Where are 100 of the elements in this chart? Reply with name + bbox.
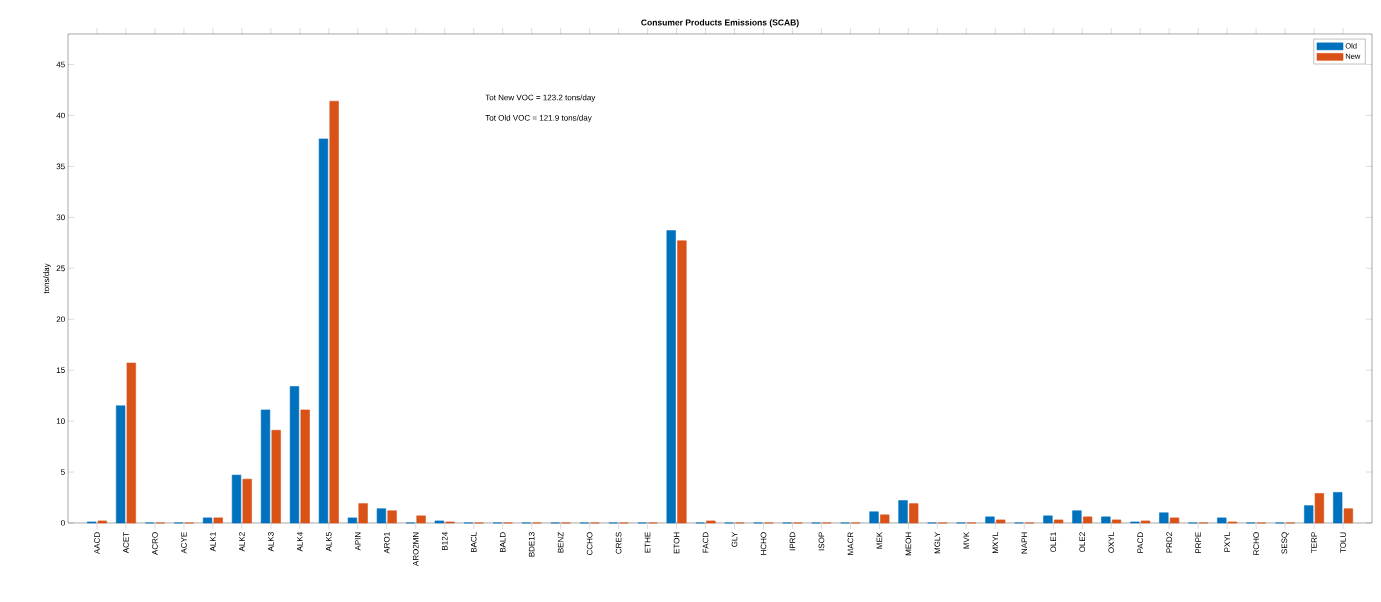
bar — [706, 520, 716, 524]
x-tick-label: ACET — [123, 532, 129, 554]
bar — [1333, 492, 1343, 524]
bar — [666, 230, 676, 524]
y-tick-label: 25 — [56, 265, 65, 272]
bar — [115, 405, 126, 524]
bar — [97, 520, 107, 524]
x-tick-label: BACL — [470, 532, 477, 553]
x-tick-label: MACR — [847, 532, 854, 555]
x-tick-label: OLE1 — [1050, 532, 1057, 552]
bar — [996, 519, 1006, 524]
x-tick-label: BALD — [499, 532, 506, 553]
x-tick-label: TERP — [1311, 532, 1317, 553]
x-tick-label: MEK — [876, 531, 883, 549]
x-tick-label: GLY — [731, 532, 738, 547]
x-tick-label: AACD — [94, 532, 100, 555]
bar — [358, 503, 368, 524]
x-tick-label: ACRO — [152, 532, 158, 555]
x-tick-label: MVK — [963, 531, 970, 549]
bar — [202, 517, 213, 524]
x-tick-label: CCHO — [586, 532, 593, 555]
bar — [1169, 517, 1180, 524]
y-tick-label: 30 — [56, 214, 65, 221]
bar — [1217, 517, 1227, 524]
x-tick-label: PRPE — [1195, 532, 1201, 553]
bar — [242, 478, 252, 524]
bar — [300, 409, 310, 524]
x-tick-label: BENZ — [557, 532, 564, 553]
x-tick-label: HCHO — [760, 532, 767, 555]
bar — [869, 511, 879, 524]
bar — [318, 138, 329, 524]
x-tick-label: SESQ — [1281, 532, 1289, 554]
bar — [434, 520, 445, 524]
x-tick-label: ACYE — [181, 532, 187, 554]
bar — [677, 240, 687, 524]
bar — [1101, 516, 1111, 524]
x-tick-label: ETHE — [644, 532, 651, 553]
bar — [1140, 520, 1151, 524]
x-tick-label: ARO2MN — [412, 532, 419, 567]
x-tick-label: PRD2 — [1166, 532, 1172, 553]
y-tick-label: 35 — [56, 163, 65, 170]
x-tick-label: ALK1 — [210, 532, 216, 552]
bar — [1053, 519, 1064, 524]
x-tick-label: BDE13 — [528, 532, 535, 557]
x-tick-label: NAPH — [1021, 532, 1028, 554]
chart-title: Consumer Products Emissions (SCAB) — [641, 19, 799, 28]
bar — [260, 409, 271, 524]
x-tick-label: FACD — [702, 532, 709, 553]
bar — [329, 100, 339, 524]
bar — [387, 510, 397, 524]
bar — [880, 514, 890, 524]
x-tick-label: ISOP — [818, 532, 825, 551]
x-tick-label: PXYL — [1224, 532, 1230, 552]
x-tick-label: APIN — [355, 532, 361, 551]
x-tick-label: ETOH — [673, 532, 680, 554]
y-tick-label: 10 — [56, 418, 65, 424]
bar — [416, 515, 426, 524]
x-tick-label: MEOH — [905, 532, 912, 556]
bar — [1159, 512, 1169, 524]
x-tick-label: OXYL — [1108, 532, 1115, 553]
bar — [347, 517, 358, 524]
bar — [1314, 493, 1325, 524]
x-tick-label: ALK4 — [297, 532, 303, 552]
bar — [985, 516, 995, 524]
x-tick-label: TOLU — [1340, 532, 1346, 553]
x-tick-label: CRES — [615, 532, 622, 554]
bar — [213, 517, 223, 524]
bar — [1111, 519, 1122, 524]
y-tick-label: 20 — [56, 316, 65, 323]
x-tick-label: RCHO — [1253, 532, 1259, 555]
bar — [1343, 508, 1354, 524]
bar — [1304, 505, 1314, 524]
y-tick-label: 40 — [56, 112, 65, 119]
x-tick-label: OLE2 — [1079, 532, 1086, 552]
x-tick-label: ALK5 — [326, 532, 332, 552]
y-tick-label: 0 — [61, 520, 65, 526]
bar — [1043, 515, 1053, 524]
bar — [898, 500, 908, 524]
bar — [1072, 510, 1082, 524]
x-tick-label: PACD — [1137, 532, 1144, 553]
bar — [126, 362, 136, 524]
x-tick-label: MGLY — [934, 532, 941, 554]
bar — [376, 508, 387, 524]
bar — [231, 474, 242, 524]
bar — [1082, 516, 1093, 524]
x-tick-label: MXYL — [992, 532, 999, 553]
x-tick-label: B124 — [441, 532, 448, 550]
bar — [289, 386, 300, 524]
annotation: Tot New VOC = 123.2 tons/day — [485, 94, 596, 102]
y-tick-label: 45 — [56, 61, 65, 68]
x-tick-label: IPRD — [789, 532, 796, 551]
annotation: Tot Old VOC = 121.9 tons/day — [485, 114, 592, 123]
x-tick-label: ALK3 — [268, 532, 274, 552]
x-tick-label: ALK2 — [239, 532, 245, 552]
y-axis-title: tons/day — [43, 263, 51, 294]
y-tick-label: 15 — [56, 367, 65, 373]
bar — [909, 503, 919, 524]
y-tick-label: 5 — [61, 469, 65, 475]
x-tick-label: ARO1 — [383, 532, 390, 554]
bar — [271, 429, 281, 524]
